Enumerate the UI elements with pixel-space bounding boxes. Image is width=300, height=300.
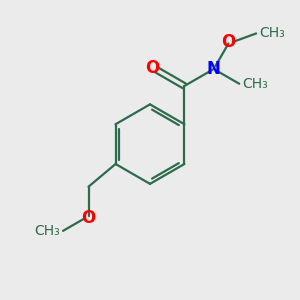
Text: O: O [81,208,96,226]
Text: CH₃: CH₃ [34,224,60,238]
Text: CH₃: CH₃ [259,26,285,40]
Text: O: O [221,33,236,51]
Text: N: N [207,60,221,78]
Text: CH₃: CH₃ [242,77,268,91]
Text: O: O [146,59,160,77]
